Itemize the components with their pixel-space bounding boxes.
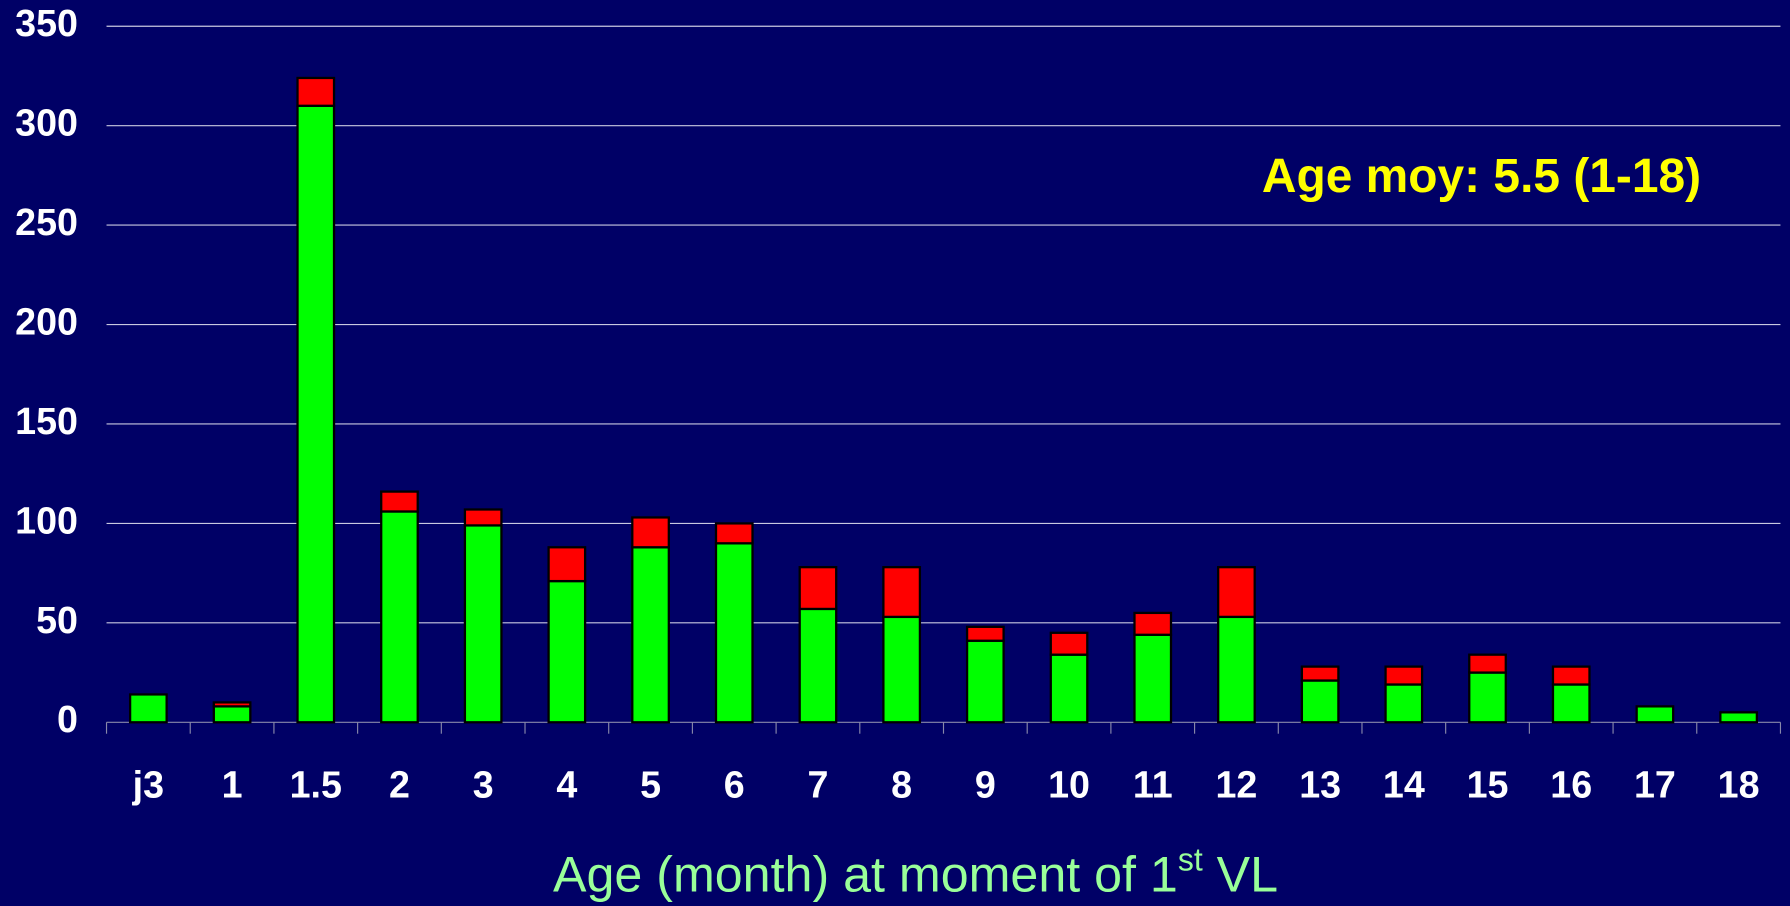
bar-segment: [798, 566, 838, 611]
x-tick-label: 4: [556, 763, 577, 805]
bar-segment: [1300, 679, 1340, 724]
annotation: Age moy: 5.5 (1-18): [1262, 150, 1701, 203]
x-tick-label: 18: [1718, 763, 1760, 805]
bar-segment: [212, 701, 252, 708]
x-tick-label: 9: [975, 763, 996, 805]
bar-segment: [1384, 683, 1424, 724]
y-tick-label: 250: [15, 201, 78, 243]
bar-segment: [1468, 671, 1507, 724]
bar-segment: [631, 516, 670, 549]
y-tick-label: 0: [57, 698, 78, 740]
bar-segment: [547, 546, 587, 583]
bar-segment: [1133, 633, 1173, 724]
y-tick-label: 50: [36, 599, 78, 641]
bar-segment: [882, 615, 922, 724]
x-tick-label: 6: [724, 763, 745, 805]
x-tick-label: 16: [1550, 763, 1592, 805]
x-axis-label-sup: st: [1178, 842, 1203, 878]
x-tick-label: 15: [1467, 763, 1509, 805]
bar-segment: [1217, 566, 1256, 619]
x-tick-label: 1.5: [290, 763, 342, 805]
bar-segment: [965, 625, 1005, 642]
bar-segment: [1049, 631, 1089, 656]
x-tick-label: 3: [473, 763, 494, 805]
bar-segment: [1468, 653, 1507, 674]
bar-segment: [380, 490, 419, 513]
x-tick-label: 10: [1048, 763, 1090, 805]
bar-segment: [1300, 665, 1340, 682]
x-axis-label: Age (month) at moment of 1st VL: [553, 842, 1278, 903]
y-tick-label: 200: [15, 301, 78, 343]
x-tick-label: 7: [807, 763, 828, 805]
bar-segment: [1719, 711, 1759, 724]
x-tick-label: 2: [389, 763, 410, 805]
bar-segment: [547, 579, 587, 724]
bar-segment: [1635, 705, 1675, 724]
y-tick-label: 300: [15, 102, 78, 144]
x-axis-label-text: Age (month) at moment of 1: [553, 847, 1178, 903]
y-tick-label: 150: [15, 400, 78, 442]
bar-segment: [463, 524, 503, 724]
bar-segment: [380, 510, 419, 724]
bar-segment: [1384, 665, 1424, 686]
x-tick-label: 14: [1383, 763, 1425, 805]
x-tick-label: 17: [1634, 763, 1676, 805]
bar-segment: [1049, 653, 1089, 724]
bar-segment: [296, 104, 336, 724]
x-tick-label: 5: [640, 763, 661, 805]
bar-segment: [463, 508, 503, 527]
x-tick-label: j3: [132, 763, 164, 805]
x-axis-label-text: VL: [1203, 847, 1278, 903]
bar-segment: [882, 566, 922, 619]
bar-segment: [128, 693, 168, 724]
y-tick-label: 100: [15, 499, 78, 541]
x-tick-label: 1: [222, 763, 243, 805]
bar-segment: [631, 546, 670, 724]
bar-segment: [1217, 615, 1256, 724]
bar-segment: [1551, 683, 1591, 724]
bar-segment: [212, 705, 252, 724]
x-tick-label: 13: [1299, 763, 1341, 805]
x-tick-label: 12: [1215, 763, 1257, 805]
bar-segment: [1551, 665, 1591, 686]
bar-segment: [1133, 611, 1173, 636]
x-tick-label: 11: [1133, 763, 1173, 805]
bar-segment: [714, 542, 754, 724]
y-tick-label: 350: [15, 2, 78, 44]
bar-segment: [714, 522, 754, 545]
bar-segment: [965, 639, 1005, 724]
bar-segment: [798, 607, 838, 724]
bar-segment: [296, 76, 336, 107]
x-tick-label: 8: [891, 763, 912, 805]
